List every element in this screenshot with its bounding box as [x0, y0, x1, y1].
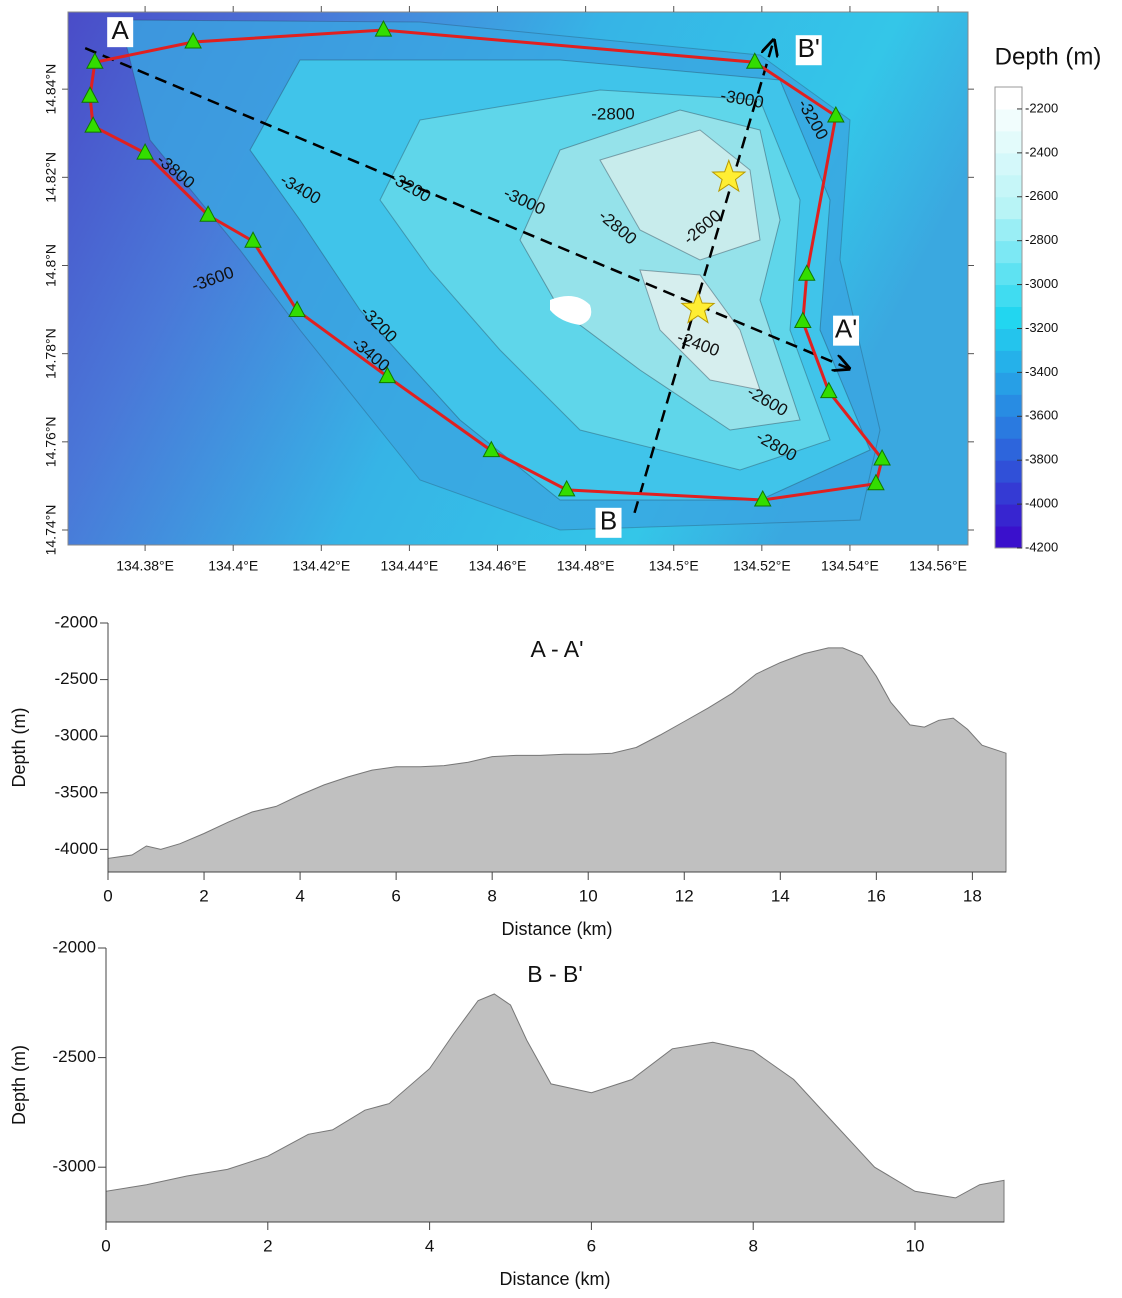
colorbar-band [995, 504, 1022, 526]
y-tick-label: 14.84°N [43, 64, 59, 115]
colorbar-tick-label: -2400 [1025, 144, 1058, 159]
colorbar-band [995, 263, 1022, 285]
y-axis-label: Depth (m) [9, 707, 29, 787]
colorbar-band [995, 197, 1022, 219]
colorbar-band [995, 416, 1022, 438]
colorbar-band [995, 372, 1022, 394]
colorbar-band [995, 438, 1022, 460]
x-tick-label: 12 [675, 886, 694, 905]
x-tick-label: 2 [199, 886, 208, 905]
x-tick-label: 6 [391, 886, 400, 905]
x-tick-label: 134.46°E [469, 558, 527, 574]
colorbar-title: Depth (m) [995, 43, 1102, 70]
chart-title: A - A' [531, 636, 584, 662]
colorbar-tick-label: -3000 [1025, 276, 1058, 291]
x-tick-label: 134.48°E [557, 558, 615, 574]
colorbar-band [995, 460, 1022, 482]
y-tick-label: -4000 [55, 839, 98, 858]
x-axis-label: Distance (km) [501, 919, 612, 939]
x-tick-label: 0 [103, 886, 112, 905]
colorbar-band [995, 482, 1022, 504]
colorbar-band [995, 328, 1022, 350]
y-tick-label: 14.78°N [43, 328, 59, 379]
x-tick-label: 134.42°E [292, 558, 350, 574]
colorbar-tick-label: -3200 [1025, 320, 1058, 335]
x-tick-label: 134.56°E [909, 558, 967, 574]
x-axis-label: Distance (km) [499, 1269, 610, 1289]
colorbar-band [995, 219, 1022, 241]
colorbar-tick-label: -3400 [1025, 364, 1058, 379]
y-tick-label: -2500 [55, 669, 98, 688]
x-tick-label: 134.4°E [208, 558, 258, 574]
colorbar-tick-label: -2600 [1025, 188, 1058, 203]
x-tick-label: 8 [748, 1236, 757, 1255]
y-tick-label: 14.74°N [43, 505, 59, 556]
y-axis-label: Depth (m) [9, 1045, 29, 1125]
y-tick-label: -3000 [53, 1157, 96, 1176]
x-tick-label: 134.54°E [821, 558, 879, 574]
x-tick-label: 0 [101, 1236, 110, 1255]
x-tick-label: 18 [963, 886, 982, 905]
colorbar-tick-label: -2800 [1025, 232, 1058, 247]
colorbar-band [995, 394, 1022, 416]
profile-area [108, 648, 1006, 872]
x-tick-label: 134.44°E [381, 558, 439, 574]
x-tick-label: 10 [579, 886, 598, 905]
y-tick-label: -3000 [55, 726, 98, 745]
x-tick-label: 10 [906, 1236, 925, 1255]
y-tick-label: 14.82°N [43, 152, 59, 203]
y-tick-label: -2500 [53, 1047, 96, 1066]
x-tick-label: 134.38°E [116, 558, 174, 574]
profile-label: A [112, 15, 130, 45]
colorbar-tick-label: -4000 [1025, 496, 1058, 511]
x-tick-label: 14 [771, 886, 790, 905]
colorbar-tick-label: -3600 [1025, 408, 1058, 423]
y-tick-label: 14.76°N [43, 416, 59, 467]
y-tick-label: 14.8°N [43, 244, 59, 287]
contour-label: -2800 [591, 104, 634, 123]
colorbar-band [995, 175, 1022, 197]
x-tick-label: 16 [867, 886, 886, 905]
profile-label: A' [835, 314, 857, 344]
colorbar-band [995, 131, 1022, 153]
x-tick-label: 8 [487, 886, 496, 905]
colorbar-tick-label: -4200 [1025, 539, 1058, 554]
figure: -2800-3000-3200-3800-3400-3200-3000-2800… [0, 0, 1122, 1298]
x-tick-label: 4 [425, 1236, 434, 1255]
y-tick-label: -2000 [55, 612, 98, 631]
profile-label: B [600, 506, 617, 536]
profile-label: B' [798, 33, 820, 63]
y-tick-label: -3500 [55, 782, 98, 801]
colorbar-band [995, 285, 1022, 307]
y-tick-label: -2000 [53, 937, 96, 956]
colorbar-tick-label: -3800 [1025, 452, 1058, 467]
x-tick-label: 6 [587, 1236, 596, 1255]
colorbar-tick-label: -2200 [1025, 100, 1058, 115]
colorbar-band [995, 350, 1022, 372]
colorbar-band [995, 109, 1022, 131]
colorbar-band [995, 241, 1022, 263]
colorbar-band [995, 153, 1022, 175]
x-tick-label: 134.5°E [649, 558, 699, 574]
colorbar-band [995, 526, 1022, 548]
colorbar-band [995, 307, 1022, 329]
colorbar-band [995, 87, 1022, 109]
x-tick-label: 4 [295, 886, 304, 905]
chart-title: B - B' [527, 961, 583, 987]
x-tick-label: 134.52°E [733, 558, 791, 574]
x-tick-label: 2 [263, 1236, 272, 1255]
profile-area [106, 994, 1004, 1222]
